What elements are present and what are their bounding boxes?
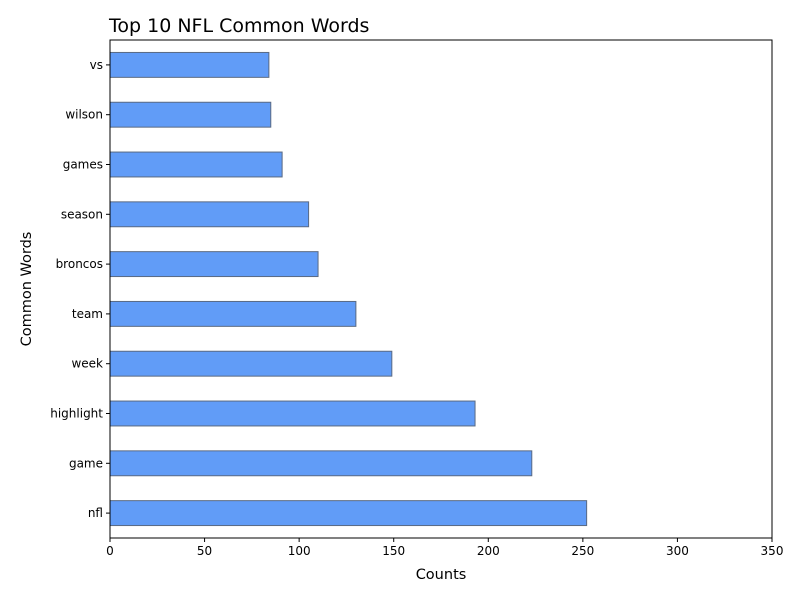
bar-games <box>109 151 283 178</box>
y-tick-label: week <box>71 357 103 371</box>
y-tick-label: highlight <box>50 407 103 421</box>
bar-game <box>109 450 533 477</box>
bar-broncos <box>109 251 319 278</box>
y-tick-label: broncos <box>56 257 103 271</box>
x-tick-label: 300 <box>666 544 689 558</box>
y-axis-label: Common Words <box>19 232 35 347</box>
bars-group <box>109 51 588 527</box>
x-tick-label: 50 <box>197 544 212 558</box>
x-axis-ticks: 0 50 100 150 200 250 300 350 <box>106 538 783 558</box>
bar-vs <box>109 51 270 78</box>
x-tick-label: 100 <box>288 544 311 558</box>
y-tick-label: games <box>63 158 103 172</box>
chart-title: Top 10 NFL Common Words <box>108 15 369 37</box>
y-axis-ticks: nfl game highlight week team broncos season gam… <box>50 58 110 520</box>
bar-wilson <box>109 101 272 128</box>
bar-team <box>109 300 357 327</box>
x-axis-label: Counts <box>416 567 467 583</box>
y-tick-label: nfl <box>88 506 103 520</box>
x-tick-label: 150 <box>382 544 405 558</box>
y-tick-label: vs <box>90 58 103 72</box>
x-tick-label: 250 <box>571 544 594 558</box>
x-tick-label: 0 <box>106 544 114 558</box>
x-tick-label: 200 <box>477 544 500 558</box>
bar-highlight <box>109 400 476 427</box>
bar-season <box>109 201 310 228</box>
y-tick-label: wilson <box>65 108 103 122</box>
y-tick-label: season <box>61 207 103 221</box>
y-tick-label: team <box>72 307 103 321</box>
bar-week <box>109 350 393 377</box>
bar-nfl <box>109 500 588 527</box>
plot-frame <box>109 39 773 539</box>
y-tick-label: game <box>69 456 103 470</box>
x-tick-label: 350 <box>761 544 784 558</box>
